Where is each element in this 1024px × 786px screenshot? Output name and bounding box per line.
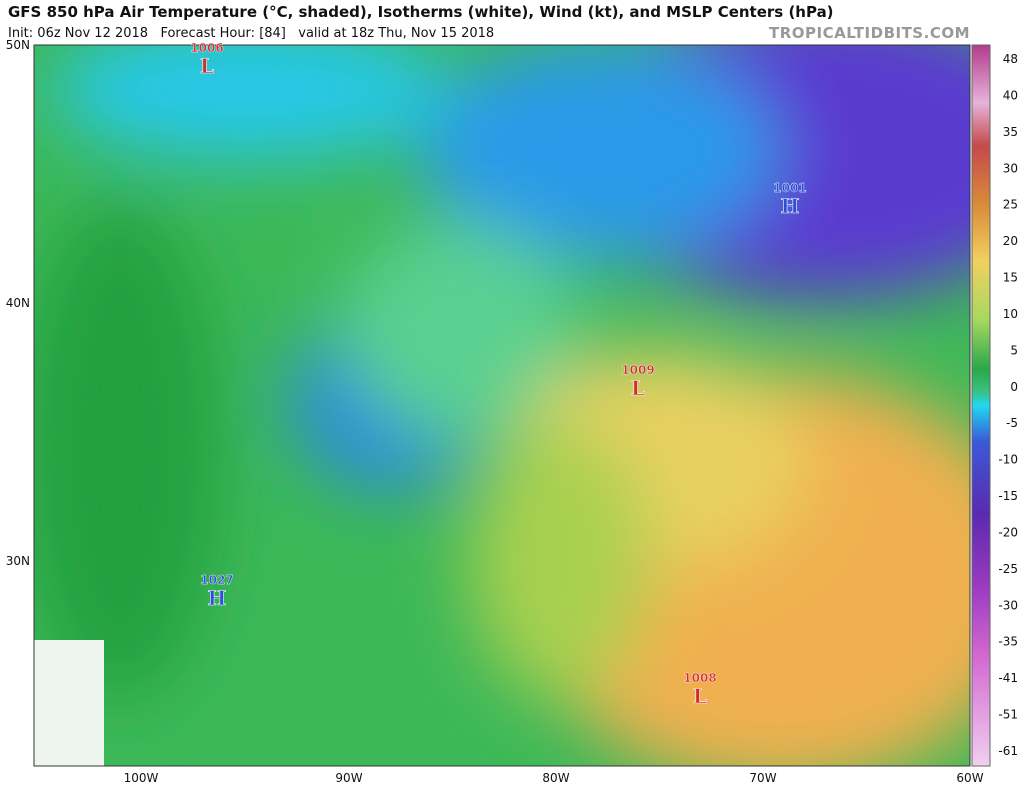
title: GFS 850 hPa Air Temperature (°C, shaded)… <box>8 3 834 21</box>
pressure-center: H <box>208 586 227 610</box>
pressure-center: L <box>693 684 707 708</box>
latitude-label: 30N <box>6 554 30 568</box>
temperature-field <box>34 45 970 766</box>
colorbar-label: -35 <box>998 635 1018 649</box>
pressure-center: H <box>781 194 800 218</box>
colorbar-label: 40 <box>1003 88 1018 102</box>
colorbar-label: -61 <box>998 744 1018 758</box>
colorbar-label: 20 <box>1003 234 1018 248</box>
colorbar-label: 30 <box>1003 161 1018 175</box>
subtitle: Init: 06z Nov 12 2018 Forecast Hour: [84… <box>8 26 494 41</box>
colorbar-label: -15 <box>998 489 1018 503</box>
colorbar-label: 10 <box>1003 307 1018 321</box>
colorbar-label: 25 <box>1003 198 1018 212</box>
longitude-label: 80W <box>542 771 569 785</box>
pressure-value: 1027 <box>200 573 233 587</box>
colorbar-label: 15 <box>1003 271 1018 285</box>
colorbar-label: -20 <box>998 525 1018 539</box>
longitude-label: 90W <box>335 771 362 785</box>
map-frame <box>33 44 971 767</box>
pressure-value: 1008 <box>683 671 716 685</box>
pressure-value: 1001 <box>773 181 806 195</box>
latitude-label: 50N <box>6 38 30 52</box>
colorbar-label: -30 <box>998 598 1018 612</box>
colorbar-label: -10 <box>998 453 1018 467</box>
site-credit: TROPICALTIDBITS.COM <box>769 24 970 42</box>
colorbar-label: 48 <box>1003 52 1018 66</box>
colorbar-label: 35 <box>1003 125 1018 139</box>
latitude-label: 40N <box>6 296 30 310</box>
pressure-value: 1006 <box>190 41 223 55</box>
pressure-center: L <box>200 54 214 78</box>
colorbar-label: -25 <box>998 562 1018 576</box>
longitude-label: 100W <box>124 771 159 785</box>
colorbar-label: -51 <box>998 708 1018 722</box>
colorbar-label: 0 <box>1010 380 1018 394</box>
colorbar <box>971 44 991 767</box>
colorbar-label: -41 <box>998 671 1018 685</box>
pressure-value: 1009 <box>621 363 654 377</box>
colorbar-label: 5 <box>1010 343 1018 357</box>
longitude-label: 70W <box>749 771 776 785</box>
longitude-label: 60W <box>956 771 983 785</box>
pressure-center: L <box>631 376 645 400</box>
colorbar-label: -5 <box>1006 416 1018 430</box>
